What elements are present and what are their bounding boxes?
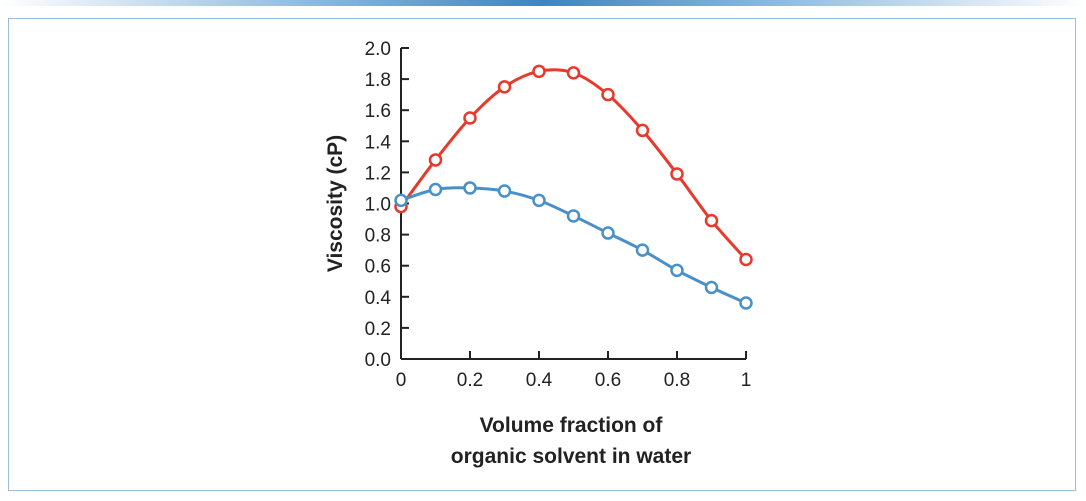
data-point-2 <box>739 296 753 310</box>
top-gradient-bar <box>0 0 1086 10</box>
x-tick-label: 0.6 <box>595 370 621 391</box>
y-tick-label: 0.2 <box>365 319 391 340</box>
y-tick-label: 0.6 <box>365 257 391 278</box>
y-tick-label: 1.8 <box>365 70 391 91</box>
data-point-2 <box>497 184 512 198</box>
data-point-2 <box>394 193 408 208</box>
y-tick-label: 2.0 <box>365 39 391 60</box>
data-point-1 <box>670 167 684 181</box>
y-tick-label: 1.4 <box>365 132 392 153</box>
x-tick-label: 0.8 <box>664 370 690 391</box>
series-layer <box>394 64 753 310</box>
axes: 0.0 0.2 0.4 0.6 0.8 1.0 1.2 1.4 1.6 1.8 2.0 0 0.2 0.4… <box>365 39 752 391</box>
x-tick-label: 1 <box>741 370 752 391</box>
data-point-1 <box>566 66 581 80</box>
data-point-2 <box>704 280 719 295</box>
data-point-2 <box>601 226 615 240</box>
figure-frame <box>8 18 1076 491</box>
data-point-1 <box>428 153 443 167</box>
series-line-1 <box>399 68 748 261</box>
x-axis-title-line-2: organic solvent in water <box>451 445 691 468</box>
y-tick-label: 0.0 <box>365 350 391 371</box>
data-point-2 <box>532 193 546 208</box>
data-point-2 <box>635 243 650 257</box>
data-point-1 <box>497 80 512 94</box>
data-point-1 <box>463 111 477 125</box>
data-point-1 <box>532 64 546 79</box>
data-point-2 <box>670 263 684 278</box>
y-tick-label: 1.6 <box>365 101 391 122</box>
data-point-1 <box>601 87 615 102</box>
y-tick-label: 1.2 <box>365 163 391 184</box>
y-tick-label: 1.0 <box>365 195 391 216</box>
data-point-1 <box>739 252 753 267</box>
y-axis-title: Viscosity (cP) <box>324 135 347 272</box>
data-point-2 <box>463 181 477 195</box>
data-point-1 <box>635 123 650 138</box>
x-axis-title-line-1: Volume fraction of <box>480 414 664 437</box>
y-tick-label: 0.8 <box>365 226 391 247</box>
data-point-1 <box>704 213 719 228</box>
x-tick-label: 0.2 <box>457 370 483 391</box>
x-tick-label: 0 <box>396 370 407 391</box>
data-point-2 <box>428 182 443 197</box>
y-tick-label: 0.4 <box>365 288 392 309</box>
x-tick-label: 0.4 <box>526 370 553 391</box>
data-point-2 <box>566 209 581 223</box>
series-line-2 <box>400 186 747 305</box>
